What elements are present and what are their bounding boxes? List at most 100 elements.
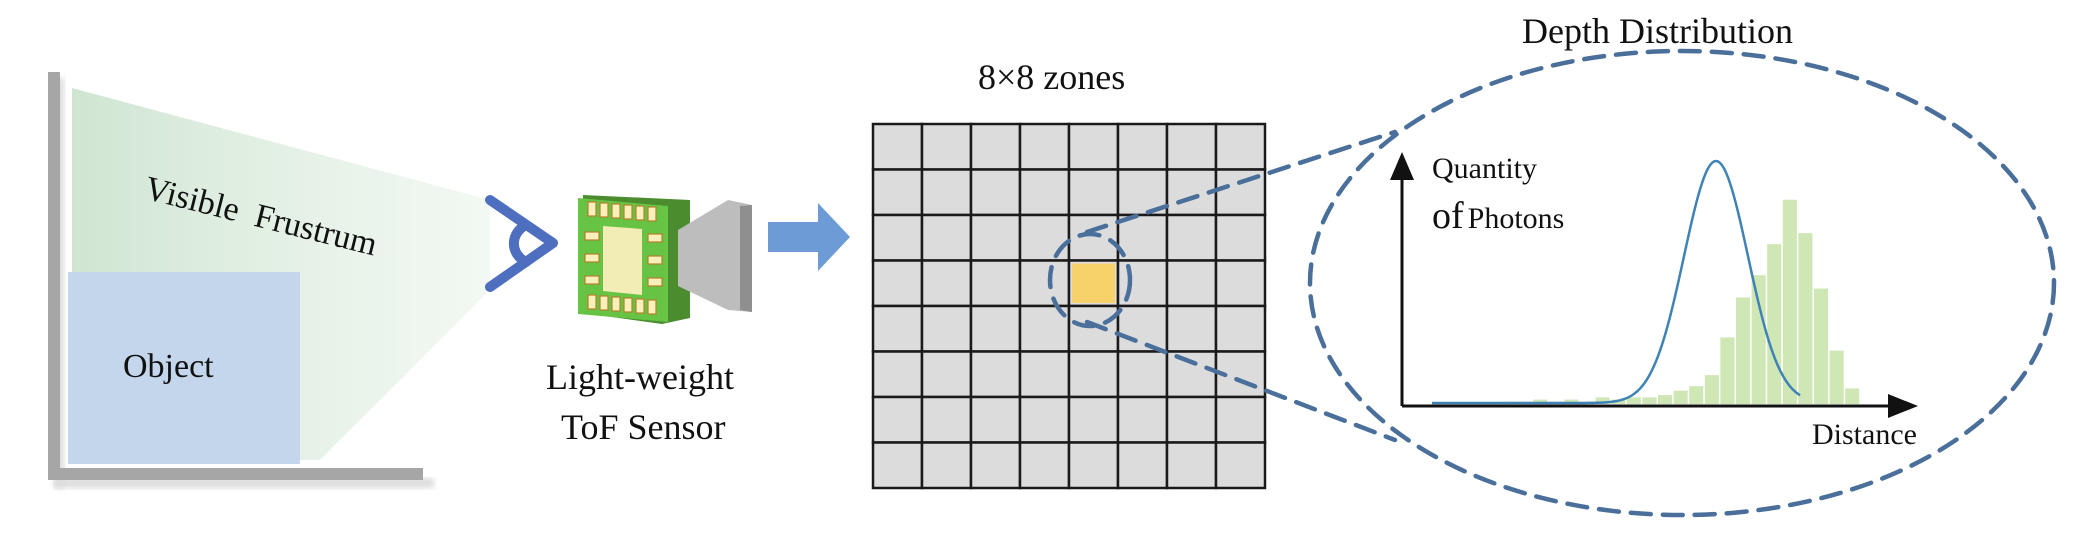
zone-highlight-ellipse	[1047, 231, 1133, 329]
zone-cell	[1018, 122, 1071, 171]
zone-cell	[1165, 441, 1218, 490]
zones-grid	[871, 122, 1267, 490]
zone-cell	[1067, 395, 1120, 444]
histogram-bar	[1751, 275, 1766, 404]
zone-cell	[871, 350, 924, 399]
depth-chart	[1390, 152, 1918, 418]
zone-cell	[1165, 304, 1218, 353]
eye-icon	[485, 195, 558, 292]
x-axis-arrow-icon	[1888, 394, 1918, 418]
tof-sensor-icon	[578, 195, 752, 324]
zone-cell	[1116, 122, 1169, 171]
zone-cell	[1165, 350, 1218, 399]
chart-ylabel-photons: Photons	[1467, 202, 1565, 235]
histogram-bar	[1814, 288, 1829, 404]
zone-cell	[969, 122, 1022, 171]
zone-cell	[1214, 213, 1267, 262]
zone-cell	[1165, 122, 1218, 171]
zone-cell	[920, 213, 973, 262]
zone-cell	[871, 122, 924, 171]
zone-cell	[1067, 122, 1120, 171]
histogram-bar	[1642, 397, 1657, 404]
zone-cell	[1214, 441, 1267, 490]
histogram-bar	[1658, 395, 1673, 404]
zone-cell	[1214, 395, 1267, 444]
zone-cell	[1018, 395, 1071, 444]
zone-cell	[871, 213, 924, 262]
gaussian-fit-curve	[1432, 159, 1801, 405]
zone-cell	[1018, 259, 1071, 308]
zone-cell	[920, 122, 973, 171]
sensor-label-line1: Light-weight	[546, 357, 734, 397]
zone-cell-highlighted	[1072, 263, 1115, 303]
histogram-bar	[1720, 337, 1735, 404]
zone-cell	[920, 441, 973, 490]
zone-cell	[871, 304, 924, 353]
histogram-bar	[1673, 390, 1688, 404]
zone-cell	[871, 168, 924, 217]
zone-cell	[969, 350, 1022, 399]
depth-title: Depth Distribution	[1522, 11, 1793, 51]
y-axis-arrow-icon	[1390, 152, 1414, 180]
wall-floor	[48, 468, 423, 480]
zone-cell	[920, 350, 973, 399]
histogram-bar	[1782, 199, 1797, 404]
zone-cell	[920, 304, 973, 353]
zone-cell	[969, 259, 1022, 308]
sensor-label-line2: ToF Sensor	[561, 407, 726, 447]
chart-ylabel-line1: Quantity	[1432, 152, 1537, 185]
zone-cell	[1067, 304, 1120, 353]
histogram-bar	[1595, 397, 1610, 404]
zone-cell	[1116, 441, 1169, 490]
wall-vertical	[48, 72, 60, 480]
zone-cell	[871, 259, 924, 308]
zone-cell	[969, 213, 1022, 262]
zone-cell	[1018, 350, 1071, 399]
zone-cell	[1116, 350, 1169, 399]
chart-ylabel-line2: of Photons	[1432, 194, 1564, 238]
scene	[48, 72, 558, 488]
zone-cell	[1018, 213, 1071, 262]
histogram-bar	[1829, 350, 1844, 404]
zone-cell	[1165, 213, 1218, 262]
zone-cell	[920, 395, 973, 444]
zoom-connectors	[1047, 48, 2057, 518]
histogram-bar	[1626, 397, 1641, 404]
zone-cell	[1214, 122, 1267, 171]
zone-cell	[969, 395, 1022, 444]
histogram-bar	[1704, 375, 1719, 404]
zone-cell	[1165, 395, 1218, 444]
zone-cell	[1214, 304, 1267, 353]
histogram-bar	[1767, 244, 1782, 404]
zones-title: 8×8 zones	[978, 57, 1126, 97]
zone-cell	[969, 441, 1022, 490]
zone-cell	[871, 395, 924, 444]
object-box	[68, 272, 300, 464]
histogram-bar	[1689, 386, 1704, 404]
histogram-bar	[1736, 297, 1751, 404]
zone-cell	[1165, 259, 1218, 308]
zone-cell	[920, 259, 973, 308]
zone-cell	[1116, 304, 1169, 353]
zone-cell	[1067, 441, 1120, 490]
zone-cell	[1214, 259, 1267, 308]
zone-cell	[1018, 168, 1071, 217]
zone-cell	[920, 168, 973, 217]
histogram-bar	[1845, 388, 1860, 404]
flow-arrow-icon	[768, 203, 850, 271]
chart-ylabel-of: of	[1432, 195, 1464, 237]
chart-xlabel: Distance	[1812, 418, 1917, 451]
depth-distribution-ellipse	[1307, 48, 2057, 518]
zone-cell	[969, 304, 1022, 353]
object-label: Object	[123, 348, 214, 385]
zone-cell	[1067, 168, 1120, 217]
histogram-bar	[1798, 233, 1813, 404]
zone-cell	[1067, 350, 1120, 399]
zone-cell	[871, 441, 924, 490]
zone-cell	[969, 168, 1022, 217]
zone-cell	[1067, 213, 1120, 262]
zone-cell	[1116, 395, 1169, 444]
zone-cell	[1018, 441, 1071, 490]
